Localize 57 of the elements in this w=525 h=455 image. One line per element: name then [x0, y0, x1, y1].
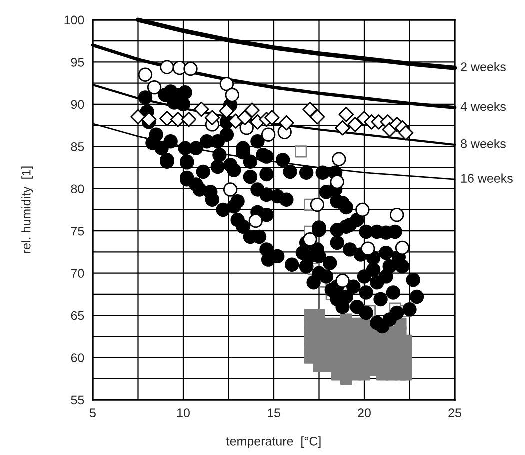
x-tick-label: 15 [268, 408, 280, 418]
point [390, 208, 404, 222]
x-tick-label: 5 [90, 408, 96, 418]
point [279, 115, 294, 131]
point [194, 102, 210, 118]
point [160, 111, 175, 126]
point [356, 202, 370, 218]
y-tick-label: 75 [71, 227, 84, 236]
point [264, 110, 280, 126]
point [181, 112, 197, 128]
point [335, 120, 350, 136]
point [223, 182, 238, 197]
y-tick-label: 55 [71, 396, 84, 405]
y-tick-label: 70 [71, 269, 84, 278]
point [361, 242, 376, 256]
point [147, 80, 162, 95]
y-tick-label: 85 [71, 142, 84, 152]
point [141, 112, 157, 128]
point [348, 117, 364, 132]
y-tick-label: 65 [71, 311, 84, 320]
x-tick-label: 20 [358, 408, 371, 418]
point [332, 152, 346, 166]
point [302, 102, 318, 118]
x-tick-label: 25 [448, 408, 462, 418]
point [330, 175, 344, 190]
point [244, 102, 260, 118]
point [219, 104, 235, 119]
series-label: 8 weeks [461, 139, 506, 148]
point [395, 240, 410, 256]
x-axis-title: temperature [°C] [226, 436, 321, 448]
point [310, 109, 326, 125]
point [303, 232, 318, 247]
series-label: 4 weeks [460, 102, 506, 112]
y-tick-label: 80 [71, 184, 84, 194]
point [237, 110, 253, 126]
y-tick-label: 95 [71, 58, 84, 67]
point [398, 126, 414, 141]
point [248, 214, 263, 228]
point [184, 62, 198, 76]
point [225, 88, 240, 102]
y-axis-title: rel. humidity [1] [22, 166, 34, 254]
y-tick-label: 100 [64, 16, 84, 25]
point [204, 110, 220, 126]
point [261, 128, 276, 142]
point [295, 146, 308, 158]
point [338, 106, 354, 122]
y-tick-label: 90 [71, 100, 84, 110]
series-label: 2 weeks [461, 62, 506, 72]
series-label: 16 weeks [462, 174, 513, 183]
x-tick-label: 10 [178, 408, 190, 418]
point [336, 274, 350, 288]
point [138, 68, 153, 82]
point [310, 198, 325, 212]
y-tick-label: 60 [71, 354, 84, 362]
point [130, 109, 146, 125]
point [220, 77, 234, 92]
point [160, 60, 174, 74]
